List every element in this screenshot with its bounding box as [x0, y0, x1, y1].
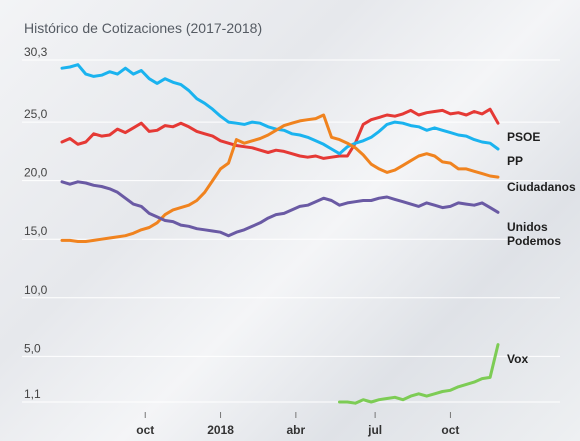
series-label-ciudadanos: Ciudadanos	[507, 180, 576, 194]
series-label-vox: Vox	[507, 352, 528, 366]
series-label-unidos-podemos: Unidos Podemos	[507, 220, 561, 248]
y-tick-label: 10,0	[24, 283, 48, 297]
series-line-vox	[338, 343, 500, 405]
y-axis-ticks: 30,3 25,0 20,0 15,0 10,0 5,0 1,1	[24, 45, 48, 401]
series-labels: PSOE PP Ciudadanos Unidos Podemos Vox	[507, 130, 576, 366]
x-axis-ticks: oct 2018 abr jul oct	[136, 412, 459, 437]
series-line-psoe	[60, 107, 500, 160]
series-line-pp	[60, 63, 500, 156]
y-tick-label: 1,1	[24, 387, 41, 401]
series-lines	[60, 63, 500, 405]
y-tick-label: 15,0	[24, 224, 48, 238]
y-tick-label: 20,0	[24, 166, 48, 180]
series-line-unidos-podemos	[60, 180, 500, 238]
series-label-psoe: PSOE	[507, 130, 540, 144]
y-tick-label: 5,0	[24, 341, 41, 355]
series-label-pp: PP	[507, 154, 523, 168]
grid-lines	[22, 59, 560, 403]
x-tick-label: oct	[441, 423, 459, 437]
x-tick-label: oct	[136, 423, 154, 437]
y-tick-label: 25,0	[24, 107, 48, 121]
chart-title: Histórico de Cotizaciones (2017-2018)	[24, 20, 263, 36]
x-tick-label: jul	[367, 423, 382, 437]
y-tick-label: 30,3	[24, 45, 48, 59]
x-tick-label: abr	[287, 423, 306, 437]
series-line-ciudadanos	[60, 113, 500, 243]
x-tick-label: 2018	[207, 423, 234, 437]
